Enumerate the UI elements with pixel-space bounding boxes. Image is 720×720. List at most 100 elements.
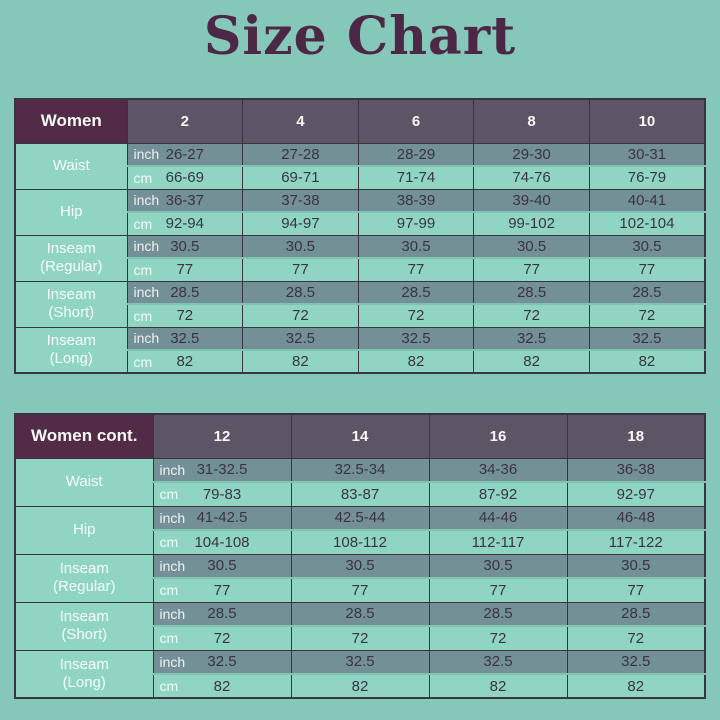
unit-label: cm <box>133 261 153 278</box>
measurement-row-label-line: (Long) <box>49 349 93 367</box>
size-value: 30.5 <box>401 237 431 255</box>
size-value: 72 <box>489 629 507 647</box>
size-value-cell: cm 104-108 <box>152 530 292 555</box>
unit-label: cm <box>159 630 179 647</box>
size-value: 32.5 <box>207 653 237 671</box>
size-value: 77 <box>176 261 194 279</box>
size-value-cell: inch 30.5 <box>126 234 244 259</box>
size-value-cell: inch 28.5 <box>152 601 292 627</box>
size-value: 26-27 <box>165 145 204 163</box>
size-value-cell: 29-30 <box>473 142 590 167</box>
measurement-row-label: Inseam (Regular) <box>14 234 128 282</box>
size-value-cell: 32.5 <box>242 326 359 351</box>
size-value: 30.5 <box>285 237 315 255</box>
size-value-cell: inch 32.5 <box>152 649 292 675</box>
size-value: 92-94 <box>165 215 204 233</box>
size-value: 40-41 <box>627 191 667 209</box>
size-value: 72 <box>213 629 231 647</box>
size-value-cell: cm 82 <box>152 674 292 699</box>
size-value-cell: 28.5 <box>357 280 475 305</box>
size-value-cell: 36-38 <box>566 457 706 483</box>
size-column-header: 4 <box>242 98 359 144</box>
table-row: cm 66-69 69-71 71-74 74-76 76-79 <box>15 166 706 190</box>
measurement-row-label: Hip <box>14 505 154 555</box>
measurement-row-label-line: Inseam <box>46 331 96 349</box>
size-value: 82 <box>351 677 369 695</box>
size-value-cell: 72 <box>242 304 359 328</box>
size-value: 28.5 <box>170 283 200 301</box>
measurement-row-label-line: Inseam <box>59 655 109 673</box>
measurement-row-label-line: Inseam <box>59 560 109 577</box>
size-column-header: 8 <box>473 98 590 144</box>
size-value-cell: 108-112 <box>290 530 430 555</box>
size-value-cell: 72 <box>357 304 475 328</box>
size-value: 87-92 <box>478 485 518 503</box>
measurement-row-label: Waist <box>14 142 128 190</box>
table-row: cm 82 82 82 82 <box>15 674 706 699</box>
size-column-header: 14 <box>290 413 430 459</box>
size-value: 82 <box>176 353 194 370</box>
size-value-cell: 28.5 <box>242 280 359 305</box>
size-value-cell: 77 <box>588 258 706 282</box>
size-value: 32.5 <box>170 329 200 347</box>
size-value-cell: 82 <box>428 674 568 699</box>
size-value: 82 <box>638 353 656 370</box>
measurement-row-label: Inseam (Regular) <box>14 553 154 603</box>
unit-label: inch <box>133 284 160 301</box>
size-value: 72 <box>638 307 656 325</box>
table-row: Waist inch 26-27 27-28 28-29 29-30 30-31 <box>14 142 706 190</box>
size-value-cell: 82 <box>357 350 475 374</box>
unit-label: inch <box>159 509 186 526</box>
size-value: 76-79 <box>627 169 667 187</box>
table-row: cm 82 82 82 82 82 <box>15 350 706 374</box>
size-value: 27-28 <box>281 145 320 163</box>
size-value-cell: 112-117 <box>428 530 568 555</box>
size-value: 71-74 <box>396 169 436 187</box>
table-row: Inseam (Long) inch 32.5 32.5 32.5 32.5 32.5 <box>14 326 706 374</box>
measurement-row-label: Hip <box>14 188 128 236</box>
size-value-cell: inch 32.5 <box>126 326 244 351</box>
unit-label: inch <box>159 653 186 670</box>
size-value: 82 <box>627 677 645 695</box>
size-value: 77 <box>523 261 540 279</box>
size-value: 30.5 <box>345 557 375 575</box>
size-value-cell: 72 <box>566 626 706 651</box>
unit-label: cm <box>133 169 153 186</box>
size-value-cell: 77 <box>473 258 590 282</box>
measurement-row-label-line: Waist <box>65 473 103 490</box>
size-value: 102-104 <box>619 215 675 233</box>
size-value: 38-39 <box>396 191 436 209</box>
size-value-cell: 82 <box>473 350 590 374</box>
size-value-cell: 87-92 <box>428 482 568 507</box>
size-value-cell: 34-36 <box>428 457 568 483</box>
size-value: 36-37 <box>165 191 204 209</box>
unit-label: inch <box>159 605 186 622</box>
size-value-cell: 38-39 <box>357 188 475 213</box>
measurement-row-label-line: Hip <box>59 203 83 220</box>
size-value-cell: 92-97 <box>566 482 706 507</box>
size-value: 30.5 <box>516 237 547 255</box>
unit-label: inch <box>133 238 160 255</box>
table-row: cm 77 77 77 77 <box>15 578 706 603</box>
size-value-cell: 30-31 <box>588 142 706 167</box>
size-value: 30-31 <box>627 145 667 163</box>
size-value: 32.5 <box>632 329 662 347</box>
size-value: 42.5-44 <box>334 509 386 527</box>
table-row: Hip inch 41-42.5 42.5-44 44-46 46-48 <box>14 505 706 555</box>
size-table-1: Women 2 4 6 8 10 Waist inch 26-27 27-28 28-29 29-30… <box>14 98 706 374</box>
size-value-cell: 30.5 <box>473 234 590 259</box>
size-value: 92-97 <box>616 485 655 503</box>
size-value: 72 <box>292 307 309 325</box>
measurement-row-label-line: (Short) <box>61 626 108 643</box>
size-value-cell: inch 41-42.5 <box>152 505 292 531</box>
size-column-header: 12 <box>152 413 292 459</box>
size-value: 31-32.5 <box>196 461 248 479</box>
size-value: 30.5 <box>621 557 651 575</box>
size-value-cell: 77 <box>290 578 430 603</box>
size-value-cell: 77 <box>357 258 475 282</box>
size-value: 77 <box>407 261 425 279</box>
table-row: cm 77 77 77 77 77 <box>15 258 706 282</box>
size-table-wrap-1: Women 2 4 6 8 10 Waist inch 26-27 27-28 28-29 29-30… <box>14 98 706 374</box>
size-value: 72 <box>407 307 425 325</box>
unit-label: inch <box>133 192 160 209</box>
